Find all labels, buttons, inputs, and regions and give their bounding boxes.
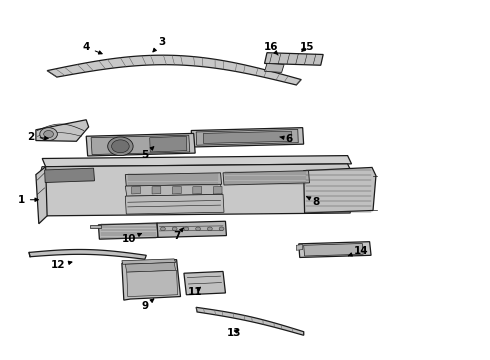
Polygon shape	[90, 225, 101, 228]
Text: 6: 6	[280, 134, 293, 144]
Text: 4: 4	[82, 42, 102, 54]
Circle shape	[40, 128, 57, 140]
Polygon shape	[86, 134, 195, 156]
Polygon shape	[125, 262, 175, 272]
Polygon shape	[157, 221, 226, 237]
Polygon shape	[36, 120, 89, 141]
Polygon shape	[91, 135, 190, 154]
Polygon shape	[122, 260, 180, 300]
Polygon shape	[125, 184, 222, 196]
Text: 12: 12	[51, 260, 72, 270]
Circle shape	[172, 227, 177, 230]
Polygon shape	[150, 136, 187, 152]
Polygon shape	[193, 186, 202, 194]
Polygon shape	[184, 271, 225, 295]
Polygon shape	[40, 164, 352, 216]
Circle shape	[196, 227, 200, 230]
Polygon shape	[40, 167, 46, 175]
Polygon shape	[213, 186, 222, 194]
Polygon shape	[45, 168, 95, 183]
Polygon shape	[296, 244, 303, 250]
Polygon shape	[304, 243, 363, 256]
Polygon shape	[172, 186, 181, 194]
Text: 9: 9	[141, 299, 154, 311]
Polygon shape	[196, 307, 304, 335]
Circle shape	[44, 131, 53, 138]
Polygon shape	[47, 55, 301, 85]
Text: 11: 11	[188, 287, 202, 297]
Polygon shape	[152, 186, 161, 194]
Text: 2: 2	[27, 132, 48, 142]
Text: 8: 8	[307, 197, 319, 207]
Text: 10: 10	[122, 233, 142, 244]
Polygon shape	[36, 167, 47, 224]
Text: 7: 7	[173, 228, 183, 240]
Polygon shape	[125, 173, 221, 186]
Polygon shape	[304, 167, 376, 213]
Polygon shape	[125, 194, 224, 214]
Polygon shape	[265, 63, 284, 72]
Polygon shape	[42, 156, 351, 167]
Polygon shape	[132, 186, 141, 194]
Text: 5: 5	[141, 147, 154, 160]
Circle shape	[184, 227, 189, 230]
Text: 15: 15	[300, 42, 315, 51]
Polygon shape	[196, 130, 298, 145]
Polygon shape	[299, 242, 371, 257]
Circle shape	[112, 140, 129, 153]
Text: 13: 13	[227, 328, 242, 338]
Circle shape	[108, 137, 133, 156]
Polygon shape	[98, 223, 158, 239]
Text: 3: 3	[153, 37, 166, 52]
Text: 1: 1	[18, 195, 38, 205]
Polygon shape	[223, 171, 310, 185]
Circle shape	[160, 227, 165, 230]
Polygon shape	[29, 249, 147, 259]
Polygon shape	[127, 270, 177, 297]
Polygon shape	[203, 131, 292, 143]
Text: 16: 16	[264, 42, 278, 55]
Polygon shape	[122, 259, 175, 264]
Polygon shape	[265, 53, 323, 65]
Circle shape	[219, 227, 224, 230]
Polygon shape	[191, 128, 304, 147]
Circle shape	[207, 227, 212, 230]
Text: 14: 14	[348, 246, 368, 256]
